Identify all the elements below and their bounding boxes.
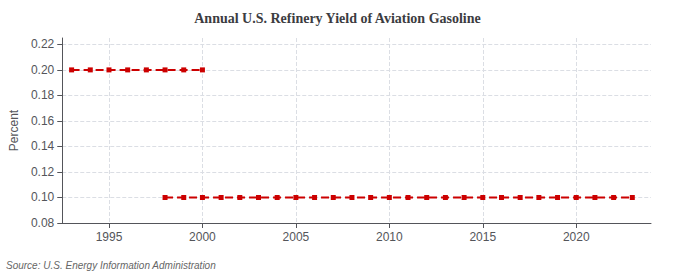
svg-text:0.14: 0.14 [31, 139, 55, 153]
svg-text:0.20: 0.20 [31, 63, 55, 77]
svg-text:0.22: 0.22 [31, 37, 55, 51]
svg-text:Annual U.S. Refinery Yield of: Annual U.S. Refinery Yield of Aviation G… [194, 11, 481, 26]
svg-text:2005: 2005 [283, 230, 310, 244]
svg-text:2000: 2000 [189, 230, 216, 244]
svg-text:1995: 1995 [96, 230, 123, 244]
svg-text:0.12: 0.12 [31, 165, 55, 179]
svg-text:0.08: 0.08 [31, 216, 55, 230]
svg-text:Source: U.S. Energy Informatio: Source: U.S. Energy Information Administ… [6, 260, 216, 271]
svg-text:0.18: 0.18 [31, 88, 55, 102]
svg-text:Percent: Percent [7, 109, 21, 151]
svg-text:2020: 2020 [563, 230, 590, 244]
svg-text:0.16: 0.16 [31, 114, 55, 128]
svg-text:2010: 2010 [376, 230, 403, 244]
svg-text:2015: 2015 [469, 230, 496, 244]
svg-text:0.10: 0.10 [31, 190, 55, 204]
